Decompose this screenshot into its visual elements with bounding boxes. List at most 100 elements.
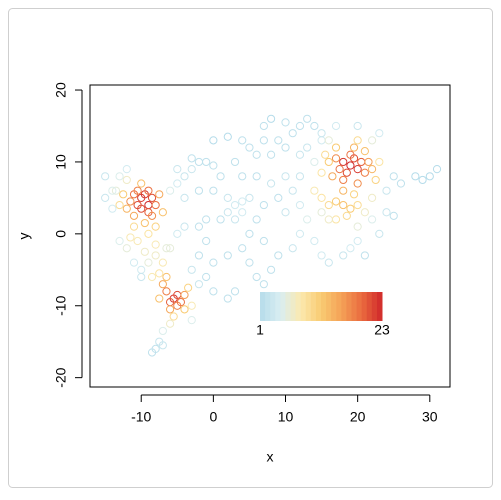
point [151, 240, 160, 249]
point [137, 272, 146, 282]
point [165, 319, 175, 328]
point [331, 197, 341, 206]
point [238, 136, 247, 145]
point [180, 305, 189, 314]
point [122, 244, 131, 253]
point [266, 114, 276, 123]
point [216, 215, 225, 224]
x-tick-label: 0 [209, 409, 217, 425]
colorbar-label: 1 [256, 322, 264, 338]
point [119, 190, 128, 199]
point [216, 172, 225, 181]
point [310, 121, 319, 131]
point [133, 186, 142, 195]
point [317, 168, 326, 177]
point [122, 165, 131, 174]
point [281, 118, 290, 127]
point [259, 280, 268, 289]
point [162, 244, 171, 253]
y-tick-label: -10 [53, 295, 69, 315]
point [162, 272, 171, 282]
x-axis-label: x [267, 449, 274, 465]
point [367, 165, 377, 174]
point [324, 258, 333, 267]
colorbar-step [305, 292, 312, 321]
x-tick-label: 10 [278, 409, 294, 425]
point [353, 222, 362, 231]
y-axis-label: y [16, 233, 32, 240]
point [209, 161, 218, 170]
point [194, 280, 204, 289]
x-tick-label: 20 [350, 409, 366, 425]
point [317, 193, 326, 202]
point [331, 121, 341, 131]
frame [8, 8, 493, 488]
point [238, 197, 247, 206]
point [281, 143, 290, 152]
point [158, 341, 167, 350]
y-tick-label: 20 [53, 82, 69, 98]
point [173, 301, 182, 310]
point [342, 168, 351, 177]
point [252, 150, 261, 159]
point [238, 244, 247, 253]
point [371, 175, 380, 185]
point [187, 316, 196, 325]
y-tick-label: 10 [53, 154, 69, 170]
point [310, 157, 319, 167]
x-tick-label: 30 [422, 409, 438, 425]
point [209, 136, 218, 145]
point [367, 136, 377, 145]
point [155, 269, 164, 278]
point [353, 121, 362, 131]
point [155, 294, 164, 303]
point [295, 150, 305, 159]
point [342, 211, 351, 220]
point [310, 236, 319, 246]
point [281, 172, 290, 181]
point [259, 121, 268, 131]
point [259, 200, 268, 210]
point [223, 193, 232, 202]
point [147, 193, 157, 202]
point [144, 229, 153, 238]
colorbar-step [346, 292, 352, 321]
colorbar-step [351, 292, 358, 321]
colorbar-step [331, 292, 337, 321]
point [202, 236, 211, 246]
colorbar-step [321, 292, 327, 321]
point [252, 272, 261, 282]
colorbar-step [265, 292, 271, 321]
point [266, 150, 276, 159]
point [288, 244, 297, 253]
point [223, 132, 232, 141]
point [115, 200, 124, 210]
point [346, 204, 355, 213]
point [295, 172, 305, 181]
point [288, 129, 297, 138]
point [194, 251, 204, 260]
point [223, 208, 232, 217]
colorbar-step [310, 292, 317, 321]
point [321, 150, 330, 159]
point [295, 200, 305, 210]
point [274, 136, 283, 145]
point [158, 258, 167, 267]
point [173, 165, 182, 174]
point [162, 287, 171, 296]
point [303, 143, 312, 152]
point [353, 136, 362, 145]
point [360, 208, 369, 217]
point [180, 290, 189, 300]
point [245, 193, 254, 202]
point [266, 265, 276, 274]
point [180, 222, 189, 231]
point [133, 236, 142, 246]
point [126, 233, 135, 242]
point [331, 143, 341, 152]
point [230, 200, 240, 210]
point [418, 175, 427, 185]
point [223, 294, 232, 303]
colorbar-step [260, 292, 266, 321]
point [349, 143, 359, 152]
